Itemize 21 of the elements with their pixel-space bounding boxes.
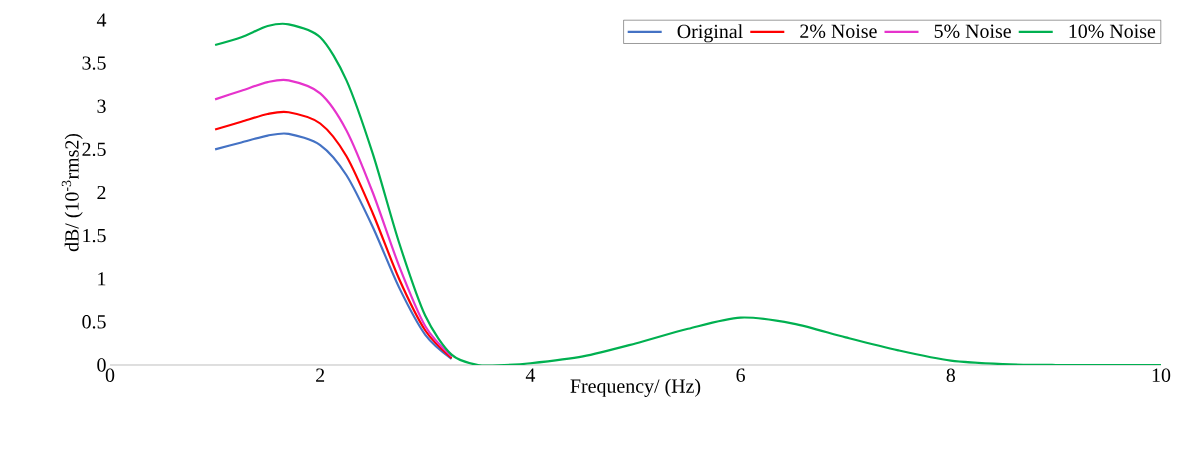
- x-tick-label: 2: [316, 368, 325, 382]
- y-tick-label: 4: [96, 13, 107, 27]
- legend-label: Original: [677, 24, 743, 43]
- legend-label: 2% Noise: [800, 24, 877, 38]
- y-tick-label: 2.5: [82, 142, 106, 157]
- y-axis-title: dB/ (10$^{-3}$rms2): [61, 133, 83, 252]
- y-tick-label: 0.5: [82, 315, 106, 329]
- y-tick-label: 3.5: [82, 56, 106, 70]
- y-tick-label: 0: [97, 358, 106, 372]
- y-tick-label: 1.5: [83, 228, 106, 243]
- x-tick-label: 10: [1152, 368, 1171, 382]
- legend-label: 5% Noise: [934, 24, 1011, 38]
- x-tick-label: 6: [736, 368, 745, 382]
- x-tick-label: 4: [525, 368, 536, 382]
- x-tick-label: 8: [946, 368, 956, 382]
- y-tick-label: 3: [97, 99, 106, 113]
- line-series: [214, 22, 1161, 365]
- legend-label: 10% Noise: [1069, 24, 1156, 38]
- y-tick-label: 1: [98, 272, 106, 286]
- y-tick-label: 2: [97, 185, 106, 200]
- x-axis-title: Frequency/ (Hz): [570, 378, 701, 397]
